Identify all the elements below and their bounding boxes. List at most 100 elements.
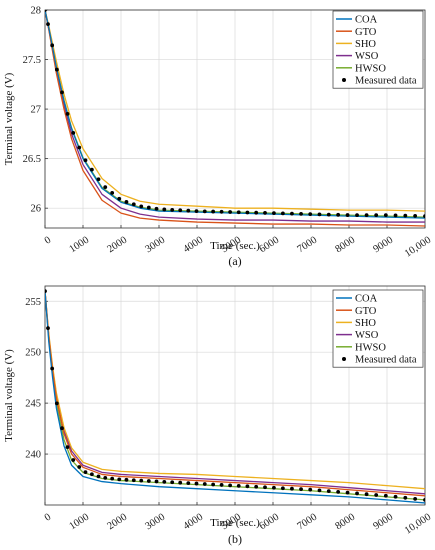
legend-label-coa: COA (355, 15, 378, 26)
measured-data-point (146, 479, 151, 483)
measured-data-point (65, 111, 70, 116)
measured-data-point (308, 212, 313, 217)
measured-data-point (60, 426, 64, 431)
measured-data-point (54, 67, 59, 72)
measured-data-point (236, 210, 241, 215)
measured-data-point (170, 480, 175, 485)
series-group (45, 289, 425, 504)
measured-data-point (46, 326, 50, 331)
measured-data-point (336, 490, 341, 494)
measured-data-point (77, 145, 82, 150)
measured-data-point (280, 486, 285, 491)
measured-data-point (263, 485, 267, 490)
x-axis-label: Time (sec.) (210, 240, 260, 252)
measured-data-point (280, 211, 285, 216)
measured-data-point (154, 206, 159, 211)
series-measured-data (45, 10, 425, 219)
measured-data-point (202, 209, 207, 214)
measured-data-point (96, 177, 101, 182)
legend-label-wso: WSO (355, 330, 379, 341)
measured-data-point (124, 200, 129, 204)
measured-data-point (154, 479, 159, 484)
series-line-coa (45, 291, 425, 504)
measured-data-point (326, 489, 331, 494)
measured-data-point (54, 401, 59, 406)
measured-data-point (245, 484, 250, 489)
y-tick-label: 255 (25, 297, 41, 308)
series-line-sho (45, 10, 425, 212)
measured-data-point (236, 483, 241, 488)
measured-data-point (83, 470, 88, 475)
measured-data-point (345, 213, 350, 217)
measured-data-point (89, 472, 94, 477)
y-tick-label: 27.5 (23, 55, 41, 66)
measured-data-point (393, 213, 398, 218)
measured-data-point (146, 205, 151, 210)
legend-label-gto: GTO (355, 306, 377, 317)
measured-data-point (413, 496, 418, 501)
legend-label-sho: SHO (355, 318, 376, 329)
measured-data-point (317, 488, 322, 493)
measured-data-point (178, 208, 183, 213)
y-tick-label: 27 (31, 105, 42, 116)
measured-data-point (186, 481, 191, 486)
measured-data-point (228, 483, 233, 488)
x-tick-label: 0 (43, 235, 53, 247)
measured-data-point (211, 209, 216, 214)
measured-data-point (65, 445, 70, 450)
measured-data-point (228, 210, 233, 214)
measured-data-point (272, 211, 276, 216)
measured-data-point (50, 366, 55, 371)
legend-label-hwso: HWSO (355, 342, 386, 353)
measured-data-point (317, 212, 322, 217)
measured-data-point (194, 481, 199, 486)
series-line-gto (45, 291, 425, 497)
measured-data-point (393, 494, 398, 499)
chart-panel-a: 0 1000 2000 3000 4000 5000 6000 7000 8000 9000 10,… (3, 6, 433, 269)
measured-data-point (326, 212, 331, 217)
legend-label-measured-data: Measured data (355, 355, 417, 366)
legend-marker-measured-data (342, 357, 346, 361)
measured-data-point (364, 492, 369, 497)
measured-data-point (364, 213, 369, 218)
y-tick-label: 245 (25, 399, 41, 410)
measured-data-point (290, 211, 294, 216)
measured-data-point (131, 478, 136, 483)
measured-data-point (211, 482, 216, 487)
measured-data-point (374, 213, 379, 218)
measured-data-point (103, 475, 108, 480)
measured-data-point (355, 213, 359, 218)
legend-box (332, 289, 424, 368)
measured-data-point (178, 480, 183, 485)
y-tick-label: 250 (25, 348, 41, 359)
measured-data-point (263, 211, 267, 215)
legend-label-measured-data: Measured data (355, 76, 417, 87)
measured-data-point (71, 131, 76, 135)
legend-label-hwso: HWSO (355, 63, 386, 74)
measured-data-point (345, 490, 350, 495)
legend-label-gto: GTO (355, 27, 377, 38)
measured-data-point (299, 211, 303, 216)
legend-label-wso: WSO (355, 51, 379, 62)
measured-data-point (290, 486, 294, 491)
legend-label-sho: SHO (355, 39, 376, 50)
measured-data-point (117, 196, 122, 201)
x-tick-label: 0 (43, 512, 53, 524)
measured-data-point (272, 485, 276, 490)
measured-data-point (46, 22, 50, 27)
measured-data-point (139, 478, 144, 483)
measured-data-point (117, 477, 122, 482)
series-measured-data (45, 289, 425, 502)
measured-data-point (336, 212, 341, 217)
measured-data-point (170, 207, 175, 212)
y-axis-label: Terminal voltage (V) (3, 349, 15, 442)
measured-data-point (110, 190, 115, 195)
measured-data-point (219, 483, 224, 487)
measured-data-point (45, 289, 47, 293)
y-tick-label: 26 (31, 204, 42, 215)
x-axis-label: Time (sec.) (210, 517, 260, 529)
measured-data-point (162, 207, 167, 212)
